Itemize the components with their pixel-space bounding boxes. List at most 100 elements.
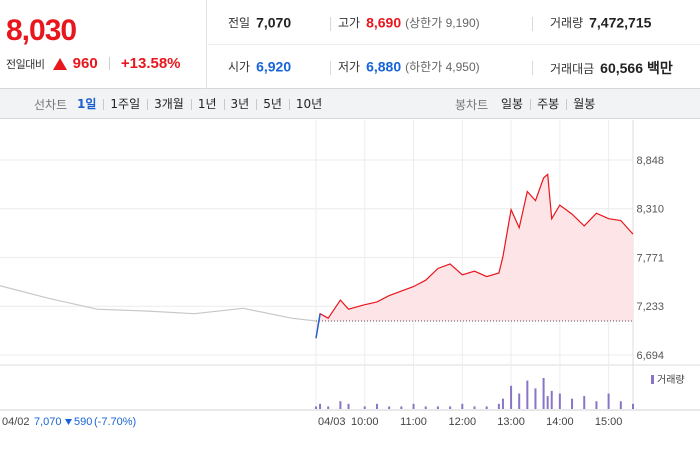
today-area-layer (315, 173, 634, 339)
prev-day-change-percent: (-7.70%) (94, 416, 136, 428)
y-tick-label: 6,694 (636, 350, 664, 362)
line-period-tab-4[interactable]: 1년 (190, 89, 224, 119)
chart-toolbar: 선차트 1일 1주일 3개월 1년 3년 5년 10년 봉차트 일봉 주봉 월봉 (0, 89, 700, 119)
amount-cell: 거래대금 60,566 백만 (550, 58, 673, 78)
low-cell: 저가 6,880 (하한가 4,950) (338, 58, 480, 78)
price-chart[interactable]: 8,848 8,310 7,771 7,233 6,694 거래량 04/03 10:00… (0, 120, 700, 450)
x-tick-label: 11:00 (400, 416, 427, 428)
volume-label: 거래량 (550, 16, 584, 30)
y-tick-label: 7,233 (636, 301, 664, 313)
today-down-segment (315, 313, 321, 339)
low-value: 6,880 (366, 58, 402, 75)
prev-close-cell: 전일 7,070 (228, 14, 291, 34)
upper-limit: (상한가 9,190) (405, 16, 480, 30)
open-label: 시가 (228, 60, 251, 74)
volume-bar (632, 403, 634, 409)
lower-limit: (하한가 4,950) (405, 60, 480, 74)
volume-bar (347, 403, 350, 409)
open-cell: 시가 6,920 (228, 58, 291, 78)
y-tick-label: 8,310 (636, 204, 664, 216)
volume-bar (558, 393, 561, 409)
volume-bar (400, 406, 403, 409)
down-triangle-icon (65, 419, 72, 425)
volume-bar (388, 406, 391, 409)
volume-legend-label: 거래량 (657, 374, 685, 386)
volume-bar (424, 406, 427, 409)
volume-bar (550, 390, 553, 409)
prev-day-line-layer (0, 285, 317, 322)
volume-bar (526, 380, 529, 409)
line-period-tab-2[interactable]: 1주일 (103, 89, 147, 119)
volume-cell: 거래량 7,472,715 (550, 14, 651, 34)
volume-bar (473, 406, 476, 409)
volume-bar (546, 396, 549, 409)
line-period-tabs: 1일 1주일 3개월 1년 3년 5년 10년 (70, 89, 329, 119)
prev-day-info: 04/02 7,070 590 (-7.70%) (2, 416, 136, 428)
change-label: 전일대비 (6, 57, 45, 71)
change-row: 전일대비 960 +13.58% (6, 53, 181, 73)
x-tick-label: 10:00 (351, 416, 379, 428)
x-tick-label: 14:00 (546, 416, 574, 428)
candle-period-tab-2[interactable]: 주봉 (530, 89, 566, 119)
volume-bar (534, 388, 537, 409)
volume-bar (571, 398, 574, 409)
y-axis: 8,848 8,310 7,771 7,233 6,694 (636, 155, 664, 362)
volume-bar (518, 393, 521, 409)
volume-legend-swatch (651, 375, 654, 384)
change-percent: +13.58% (120, 55, 181, 72)
volume-bar (412, 403, 415, 409)
candle-period-tab-1[interactable]: 일봉 (501, 97, 524, 111)
prev-day-date: 04/02 (2, 416, 30, 428)
volume-bar (436, 406, 439, 409)
volume-bar (319, 403, 322, 409)
x-tick-label: 15:00 (595, 416, 623, 428)
line-period-tab-7[interactable]: 10년 (288, 89, 329, 119)
amount-unit: 백만 (647, 60, 673, 76)
prev-day-close: 7,070 (34, 416, 62, 428)
volume-bar (501, 398, 504, 409)
candle-period-tabs: 일봉 주봉 월봉 (494, 89, 602, 119)
volume-bar (607, 393, 610, 409)
volume-bar (339, 401, 342, 409)
quote-panel: 8,030 전일대비 960 +13.58% 전일 7,070 고가 8,690 (상… (0, 0, 700, 89)
prev-day-line (0, 285, 317, 322)
volume-bar (542, 378, 545, 409)
volume-bar (619, 401, 622, 409)
candle-period-tab-3[interactable]: 월봉 (566, 89, 602, 119)
x-axis: 04/03 10:00 11:00 12:00 13:00 14:00 15:00 (318, 416, 622, 428)
candle-chart-label: 봉차트 (455, 98, 489, 112)
volume-layer: 거래량 (315, 374, 685, 409)
x-tick-label: 13:00 (497, 416, 525, 428)
x-tick-label: 04/03 (318, 416, 346, 428)
prev-close-label: 전일 (228, 16, 251, 30)
y-tick-label: 7,771 (636, 253, 664, 265)
change-value: 960 (72, 55, 98, 72)
amount-value: 60,566 (600, 60, 643, 76)
open-value: 6,920 (256, 58, 292, 75)
volume-bar (461, 403, 464, 409)
change-divider (108, 57, 110, 70)
quote-divider (330, 17, 331, 31)
line-period-tab-3[interactable]: 3개월 (147, 89, 191, 119)
line-chart-label: 선차트 (34, 98, 68, 112)
volume-bar (449, 406, 452, 409)
line-period-tab-1[interactable]: 1일 (77, 97, 97, 111)
up-triangle-icon (52, 57, 67, 70)
volume-bar (497, 403, 500, 409)
volume-value: 7,472,715 (589, 14, 652, 31)
today-area-fill (316, 174, 633, 339)
volume-bar (485, 406, 488, 409)
quote-divider (532, 17, 533, 31)
line-period-tab-6[interactable]: 5년 (256, 89, 289, 119)
prev-day-change: 590 (74, 416, 92, 428)
y-tick-label: 8,848 (636, 155, 664, 167)
volume-bar (375, 403, 378, 409)
volume-bar (327, 406, 330, 409)
amount-label: 거래대금 (550, 61, 595, 76)
line-period-tab-5[interactable]: 3년 (223, 89, 257, 119)
volume-bar (363, 406, 366, 409)
quote-row-divider (208, 44, 700, 45)
high-label: 고가 (338, 16, 361, 30)
volume-bar (510, 385, 513, 409)
volume-bar (315, 406, 317, 409)
